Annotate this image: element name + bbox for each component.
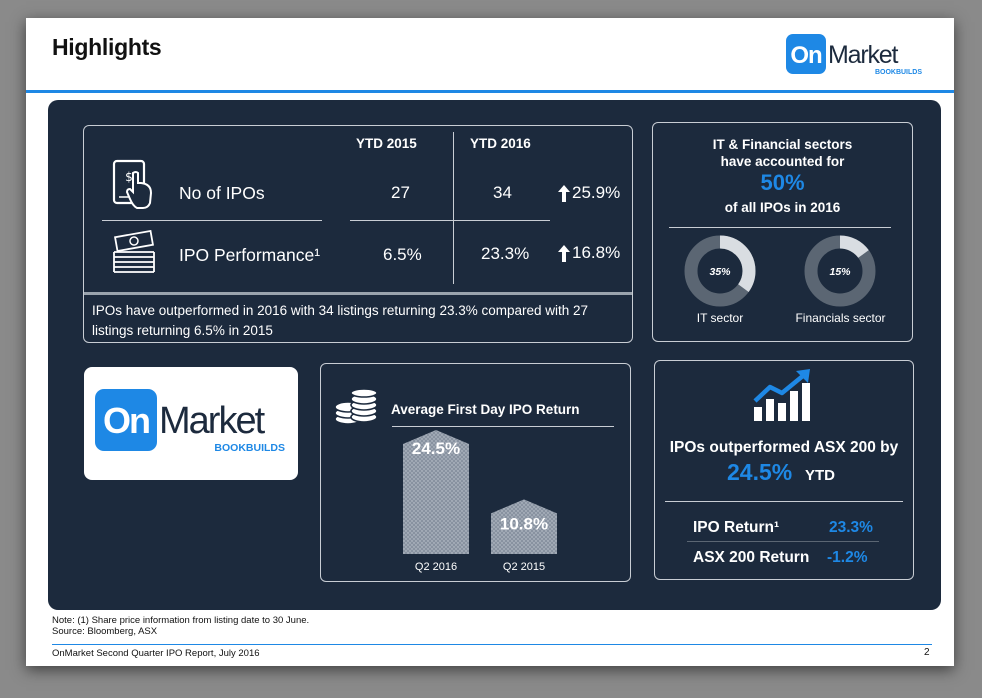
performance-2015: 6.5%	[383, 245, 422, 264]
footnote: Note: (1) Share price information from l…	[52, 615, 310, 626]
svg-text:On: On	[103, 400, 149, 441]
financials-sector-donut: 15%	[804, 235, 876, 307]
asx-return-label: ASX 200 Return	[693, 549, 810, 566]
financials-sector-label: Financials sector	[795, 311, 886, 325]
asx-return-value: -1.2%	[827, 549, 868, 566]
it-sector-donut: 35%	[684, 235, 756, 307]
col-header-2016: YTD 2016	[470, 136, 531, 151]
performance-change: 16.8%	[572, 243, 621, 262]
first-day-return-chart: 24.5% 10.8% Q2 2016 Q2 2015	[403, 430, 557, 573]
coin-stack-icon	[334, 389, 378, 425]
sector-divider	[669, 227, 891, 228]
chart-title-rule	[392, 426, 614, 427]
stat-label-ipos: No of IPOs	[179, 183, 265, 203]
bar-q2-2015	[491, 499, 557, 554]
cash-stack-icon	[113, 230, 155, 273]
donut-arc-it	[684, 235, 756, 307]
stats-summary-text: IPOs have outperformed in 2016 with 34 l…	[92, 303, 589, 338]
svg-text:Market: Market	[828, 41, 898, 69]
performance-2016: 23.3%	[481, 244, 530, 263]
growth-chart-icon	[753, 369, 810, 421]
svg-text:On: On	[790, 42, 822, 69]
onmarket-logo-card: On Market BOOKBUILDS	[84, 367, 298, 480]
bar-q2-2016	[403, 430, 469, 554]
ipo-return-label: IPO Return¹	[693, 519, 780, 536]
svg-text:BOOKBUILDS: BOOKBUILDS	[214, 442, 285, 454]
column-divider	[453, 132, 454, 284]
ipos-2016: 34	[493, 183, 512, 202]
slide: Highlights On Market BOOKBUILDS YTD 2015…	[26, 18, 954, 666]
onmarket-logo: On Market BOOKBUILDS	[95, 389, 285, 454]
highlights-panel: YTD 2015 YTD 2016 $ No of IPOs 27 34 25.…	[48, 100, 941, 610]
ipos-2015: 27	[391, 183, 410, 202]
asx-comparison-box: IPOs outperformed ASX 200 by 24.5% YTD I…	[654, 360, 914, 580]
arrow-up-icon	[558, 245, 570, 262]
bar-value-q2-2016: 24.5%	[412, 439, 460, 458]
tablet-touch-icon: $	[112, 159, 153, 209]
col-header-2015: YTD 2015	[356, 136, 417, 151]
page-title: Highlights	[52, 34, 162, 60]
asx-divider	[665, 501, 903, 502]
onmarket-logo-header: On Market BOOKBUILDS	[786, 34, 922, 76]
asx-outperformance-value: 24.5%	[727, 459, 793, 485]
source-note: Source: Bloomberg, ASX	[52, 626, 158, 637]
row-divider	[350, 220, 550, 221]
svg-text:Market: Market	[159, 400, 266, 442]
page-number: 2	[924, 647, 930, 658]
donut-arc-financials	[804, 235, 876, 307]
svg-text:BOOKBUILDS: BOOKBUILDS	[875, 69, 922, 76]
footer-text: OnMarket Second Quarter IPO Report, July…	[52, 648, 260, 659]
footer-rule	[52, 644, 932, 645]
arrow-up-icon	[558, 185, 570, 202]
ipo-stats-box: YTD 2015 YTD 2016 $ No of IPOs 27 34 25.…	[83, 125, 633, 343]
sector-line1: IT & Financial sectors	[712, 137, 853, 152]
sector-line2: have accounted for	[720, 154, 845, 169]
stats-summary: IPOs have outperformed in 2016 with 34 l…	[84, 292, 632, 345]
chart-title: Average First Day IPO Return	[391, 402, 580, 417]
svg-text:$: $	[125, 170, 133, 184]
sector-line3: of all IPOs in 2016	[724, 200, 841, 215]
it-sector-value: 35%	[709, 266, 731, 278]
asx-row-divider	[687, 541, 879, 542]
financials-sector-value: 15%	[829, 266, 851, 278]
ipos-change: 25.9%	[572, 183, 621, 202]
category-q2-2016: Q2 2016	[415, 561, 457, 573]
asx-ytd-label: YTD	[805, 467, 835, 484]
sector-share-value: 50%	[760, 170, 805, 195]
ipo-return-value: 23.3%	[829, 519, 873, 536]
stat-label-performance: IPO Performance¹	[179, 245, 321, 265]
header-rule	[26, 90, 954, 93]
it-sector-label: IT sector	[696, 311, 744, 325]
sector-share-box: IT & Financial sectors have accounted fo…	[652, 122, 913, 342]
row-divider-left	[102, 220, 322, 221]
asx-headline: IPOs outperformed ASX 200 by	[669, 439, 899, 456]
bar-value-q2-2015: 10.8%	[500, 514, 548, 533]
category-q2-2015: Q2 2015	[503, 561, 545, 573]
first-day-return-box: Average First Day IPO Return 24.5% 10.8%…	[320, 363, 631, 582]
